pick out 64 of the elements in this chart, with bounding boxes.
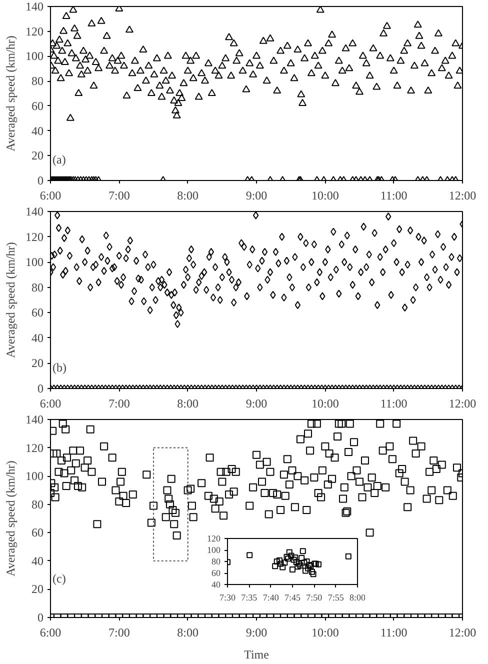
y-axis-title: Averaged speed (km/hr) xyxy=(4,36,18,152)
y-tick-label: 120 xyxy=(26,440,44,455)
annotation: (a) xyxy=(52,152,66,166)
y-tick-label: 60 xyxy=(32,98,44,113)
x-tick-label: 10:00 xyxy=(312,396,339,410)
y-tick-label: 100 xyxy=(26,255,44,270)
y-tick-label: 60 xyxy=(32,526,44,540)
x-tick-label: 7:35 xyxy=(241,592,258,602)
y-tick-label: 40 xyxy=(32,554,44,568)
x-tick-label: 10:00 xyxy=(312,626,339,640)
x-tick-label: 7:00 xyxy=(108,396,130,410)
x-axis-title: Time xyxy=(244,648,269,662)
x-tick-label: 7:45 xyxy=(284,592,301,602)
x-tick-label: 7:00 xyxy=(108,626,130,640)
y-tick-label: 120 xyxy=(26,24,44,38)
x-tick-label: 9:00 xyxy=(246,188,268,202)
y-tick-label: 20 xyxy=(32,582,44,596)
y-tick-label: 100 xyxy=(26,49,44,64)
y-tick-label: 100 xyxy=(207,545,221,555)
x-tick-label: 11:00 xyxy=(380,396,408,410)
y-tick-label: 80 xyxy=(32,280,44,294)
x-tick-label: 7:50 xyxy=(306,592,323,602)
y-tick-label: 0 xyxy=(38,174,44,188)
y-tick-label: 20 xyxy=(32,148,44,163)
y-tick-label: 40 xyxy=(32,330,44,345)
x-tick-label: 12:00 xyxy=(448,188,476,202)
x-tick-label: 6:00 xyxy=(40,396,62,410)
annotation: (b) xyxy=(52,360,66,374)
x-tick-label: 8:00 xyxy=(177,396,199,410)
y-tick-label: 40 xyxy=(32,124,44,138)
y-tick-label: 80 xyxy=(32,74,44,88)
y-tick-label: 140 xyxy=(26,0,44,14)
y-tick-label: 80 xyxy=(32,497,44,512)
y-tick-label: 40 xyxy=(212,580,221,590)
y-tick-label: 120 xyxy=(26,230,44,244)
x-tick-label: 8:00 xyxy=(177,626,199,640)
y-tick-label: 0 xyxy=(38,610,44,624)
x-tick-label: 10:00 xyxy=(312,188,339,202)
x-tick-label: 12:00 xyxy=(448,396,476,410)
x-tick-label: 11:00 xyxy=(380,626,408,640)
x-tick-label: 7:00 xyxy=(108,188,130,202)
y-tick-label: 140 xyxy=(26,204,44,218)
y-axis-title: Averaged speed (km/hr) xyxy=(4,242,18,358)
y-tick-label: 140 xyxy=(26,412,44,426)
y-tick-label: 100 xyxy=(26,469,44,484)
x-tick-label: 7:55 xyxy=(328,592,344,602)
y-tick-label: 60 xyxy=(32,306,44,320)
x-tick-label: 12:00 xyxy=(448,626,476,640)
x-tick-label: 8:00 xyxy=(177,188,199,202)
annotation: (c) xyxy=(52,572,66,586)
y-tick-label: 20 xyxy=(32,356,44,370)
y-tick-label: 0 xyxy=(38,382,44,396)
x-tick-label: 9:00 xyxy=(246,396,268,410)
y-axis-title: Averaged speed (km/hr) xyxy=(4,460,18,576)
y-tick-label: 80 xyxy=(212,556,221,566)
x-tick-label: 9:00 xyxy=(246,626,268,640)
y-tick-label: 120 xyxy=(207,534,221,544)
y-tick-label: 60 xyxy=(212,568,221,578)
x-tick-label: 7:30 xyxy=(220,592,236,602)
x-tick-label: 6:00 xyxy=(40,626,62,640)
x-tick-label: 6:00 xyxy=(40,188,62,202)
x-tick-label: 8:00 xyxy=(350,592,366,602)
x-tick-label: 11:00 xyxy=(380,188,408,202)
x-tick-label: 7:40 xyxy=(262,592,280,602)
